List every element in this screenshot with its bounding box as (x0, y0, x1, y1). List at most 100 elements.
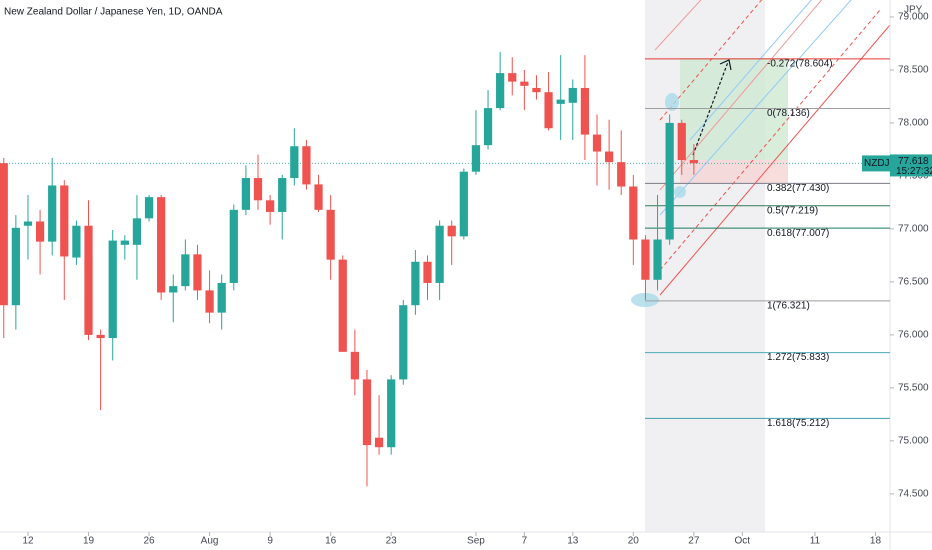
highlight-blob (665, 93, 679, 111)
candle-body (604, 151, 614, 163)
candle-body (399, 305, 408, 380)
currency-label: JPY (904, 5, 923, 16)
fib-level-label: 1.272(75.833) (767, 352, 829, 363)
chart-title: New Zealand Dollar / Japanese Yen, 1D, O… (4, 7, 223, 18)
x-tick-label: 23 (386, 536, 398, 547)
fib-level-label: 1(76.321) (767, 301, 810, 312)
x-tick-label: 12 (22, 536, 34, 547)
candle-body (11, 227, 20, 306)
x-tick-label: 20 (628, 536, 640, 547)
price-tag (890, 154, 932, 177)
fib-level-label: 0(78.136) (767, 108, 810, 119)
x-tick-label: Oct (735, 536, 751, 547)
candle-body (132, 218, 142, 245)
candle-body (350, 351, 359, 380)
countdown-label: 15:27:32 (896, 166, 932, 177)
candle-body (217, 282, 226, 313)
candle-body (290, 146, 299, 179)
highlight-blob (631, 293, 659, 307)
candle-body (205, 290, 214, 313)
candle-body (181, 254, 190, 287)
candle-body (338, 259, 347, 352)
projection-arrow (692, 61, 729, 156)
candle-body (23, 221, 33, 226)
candle-body (253, 178, 263, 201)
candle-body (435, 225, 444, 283)
x-tick-label: Aug (201, 536, 219, 547)
y-tick-label: 78.000 (898, 118, 929, 129)
highlight-blob (674, 186, 686, 198)
candle-body (374, 437, 384, 448)
candle-body (60, 185, 69, 257)
x-tick-label: 9 (267, 536, 273, 547)
y-tick-label: 79.000 (898, 12, 929, 23)
candle-body (677, 122, 686, 161)
candle-body (84, 225, 93, 335)
candle-body (532, 87, 541, 93)
candle-body (362, 379, 372, 446)
x-tick-label: 18 (870, 536, 882, 547)
y-tick-label: 76.000 (898, 330, 929, 341)
candle-body (72, 225, 81, 258)
candle-body (653, 239, 662, 280)
symbol-tag (862, 155, 890, 172)
candle-body (689, 160, 698, 164)
y-tick-label: 76.500 (898, 277, 929, 288)
candle-body (326, 209, 335, 260)
candle-body (169, 286, 178, 293)
candle-body (496, 73, 505, 109)
y-tick-label: 77.000 (898, 224, 929, 235)
candle-body (265, 200, 275, 212)
x-tick-label: 27 (688, 536, 700, 547)
candle-body (665, 122, 674, 240)
candle-body (229, 209, 238, 283)
fib-level-label: 0.5(77.219) (767, 205, 818, 216)
candle-body (278, 178, 287, 212)
candle-body (411, 261, 420, 306)
loss-zone (680, 160, 788, 183)
x-tick-label: 7 (522, 536, 528, 547)
candle-body (617, 162, 626, 187)
candle-body (0, 163, 8, 306)
x-tick-label: Sep (467, 536, 485, 547)
candle-body (96, 334, 105, 339)
last-price-label: 77.618 (898, 156, 929, 167)
pitchfork (654, 0, 891, 296)
candle-body (314, 184, 323, 210)
candle-body (423, 261, 432, 283)
fib-level-label: 0.382(77.430) (767, 183, 829, 194)
candle-body (580, 87, 590, 135)
candle-body (508, 73, 517, 82)
y-tick-label: 78.500 (898, 65, 929, 76)
candle-body (544, 92, 553, 129)
candle-body (483, 108, 493, 146)
candle-body (144, 197, 154, 219)
candle-body (520, 81, 529, 86)
x-tick-label: 13 (567, 536, 579, 547)
candle-body (556, 99, 565, 104)
candle-body (193, 254, 202, 291)
fib-level-label: -0.272(78.604) (767, 59, 833, 70)
arrow-head (719, 59, 732, 71)
fib-level-label: 0.618(77.007) (767, 228, 829, 239)
symbol-label: NZDJPY (864, 158, 903, 169)
y-tick-label: 75.000 (898, 436, 929, 447)
candle-body (241, 178, 251, 210)
x-tick-label: 19 (83, 536, 95, 547)
candle-body (471, 145, 481, 172)
candle-body (568, 87, 577, 103)
x-tick-label: 16 (325, 536, 337, 547)
candle-body (302, 146, 311, 185)
candle-body (387, 379, 396, 448)
candle-body (48, 185, 57, 242)
candle-body (35, 221, 45, 242)
candle-body (157, 197, 166, 293)
candle-body (108, 240, 117, 339)
candle-body (459, 171, 468, 237)
x-tick-label: 11 (810, 536, 821, 547)
x-tick-label: 26 (143, 536, 155, 547)
y-tick-label: 75.500 (898, 383, 929, 394)
candle-body (447, 225, 456, 237)
y-tick-label: 74.500 (898, 488, 929, 499)
candle-body (641, 239, 650, 280)
